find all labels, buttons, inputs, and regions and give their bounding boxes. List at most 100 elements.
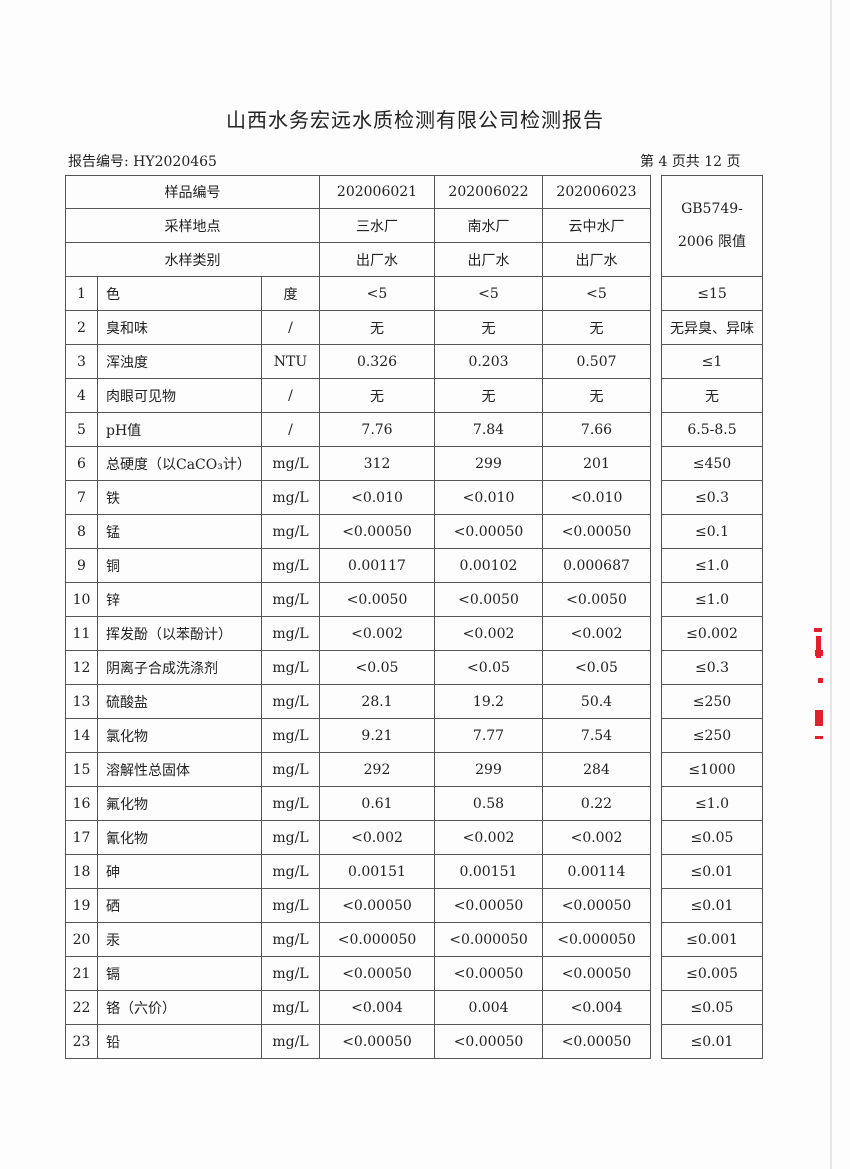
result-value: 9.21 [319,718,435,753]
limit-value: ≤0.3 [661,480,763,515]
result-value: 0.00114 [542,854,651,889]
limit-value: ≤0.001 [661,922,763,957]
limit-value: 无异臭、异味 [661,310,763,345]
limit-value: ≤0.05 [661,990,763,1025]
item-name: 铬（六价） [97,990,262,1025]
unit: mg/L [261,718,320,753]
unit: mg/L [261,514,320,549]
limit-value: ≤250 [661,718,763,753]
result-value: <0.00050 [434,1024,543,1059]
header-sample-type: 出厂水 [434,242,543,277]
result-value: 无 [319,310,435,345]
result-value: <0.00050 [319,514,435,549]
row-number: 8 [65,514,98,549]
result-value: 0.61 [319,786,435,821]
row-number: 22 [65,990,98,1025]
result-value: 299 [434,446,543,481]
header-sample-site: 三水厂 [319,208,435,243]
limit-value: ≤1 [661,344,763,379]
row-number: 15 [65,752,98,787]
row-number: 13 [65,684,98,719]
result-value: 7.84 [434,412,543,447]
row-number: 1 [65,276,98,311]
unit: mg/L [261,446,320,481]
limit-value: ≤0.01 [661,854,763,889]
limit-header: GB5749- 2006 限值 [661,175,763,277]
result-value: 0.58 [434,786,543,821]
header-label: 样品编号 [65,175,320,209]
result-value: 7.77 [434,718,543,753]
report-title: 山西水务宏远水质检测有限公司检测报告 [226,108,604,132]
result-value: 284 [542,752,651,787]
row-number: 12 [65,650,98,685]
unit: mg/L [261,786,320,821]
row-number: 9 [65,548,98,583]
page-info: 第 4 页共 12 页 [640,154,741,170]
result-value: 0.507 [542,344,651,379]
limit-value: ≤0.3 [661,650,763,685]
unit: mg/L [261,854,320,889]
item-name: 锌 [97,582,262,617]
item-name: 氟化物 [97,786,262,821]
unit: mg/L [261,548,320,583]
limit-value: ≤1.0 [661,582,763,617]
unit: / [261,412,320,447]
row-number: 3 [65,344,98,379]
result-value: <0.00050 [434,956,543,991]
row-number: 6 [65,446,98,481]
limit-value: ≤250 [661,684,763,719]
limit-value: ≤1.0 [661,548,763,583]
row-number: 10 [65,582,98,617]
result-value: 0.00117 [319,548,435,583]
result-value: 无 [542,310,651,345]
unit: mg/L [261,820,320,855]
result-value: 0.00102 [434,548,543,583]
result-value: 0.22 [542,786,651,821]
result-value: 0.00151 [319,854,435,889]
result-value: <0.010 [319,480,435,515]
result-value: 299 [434,752,543,787]
result-value: <0.05 [319,650,435,685]
row-number: 23 [65,1024,98,1059]
limit-label-line1: GB5749- [681,201,743,217]
result-value: <0.00050 [542,514,651,549]
unit: mg/L [261,616,320,651]
unit: 度 [261,276,320,311]
unit: mg/L [261,956,320,991]
result-value: <0.000050 [542,922,651,957]
result-value: <0.002 [542,616,651,651]
result-value: <0.002 [434,616,543,651]
limit-value: ≤0.002 [661,616,763,651]
unit: / [261,378,320,413]
result-value: 28.1 [319,684,435,719]
unit: mg/L [261,1024,320,1059]
item-name: 铜 [97,548,262,583]
result-value: 312 [319,446,435,481]
header-sample-no: 202006021 [319,175,435,209]
result-value: <0.00050 [434,888,543,923]
item-name: 铁 [97,480,262,515]
result-value: <0.010 [434,480,543,515]
row-number: 21 [65,956,98,991]
unit: NTU [261,344,320,379]
result-value: 7.54 [542,718,651,753]
scan-edge [830,0,832,1169]
result-value: 201 [542,446,651,481]
limit-value: 6.5-8.5 [661,412,763,447]
result-value: <5 [434,276,543,311]
result-value: <0.05 [542,650,651,685]
unit: / [261,310,320,345]
item-name: 肉眼可见物 [97,378,262,413]
item-name: 氯化物 [97,718,262,753]
result-value: <0.00050 [542,956,651,991]
row-number: 5 [65,412,98,447]
item-name: 挥发酚（以苯酚计） [97,616,262,651]
row-number: 16 [65,786,98,821]
item-name: 色 [97,276,262,311]
result-value: 0.000687 [542,548,651,583]
row-number: 17 [65,820,98,855]
limit-value: ≤1.0 [661,786,763,821]
seal-stamp-fragment [814,628,823,739]
report-number: 报告编号: HY2020465 [68,154,217,170]
